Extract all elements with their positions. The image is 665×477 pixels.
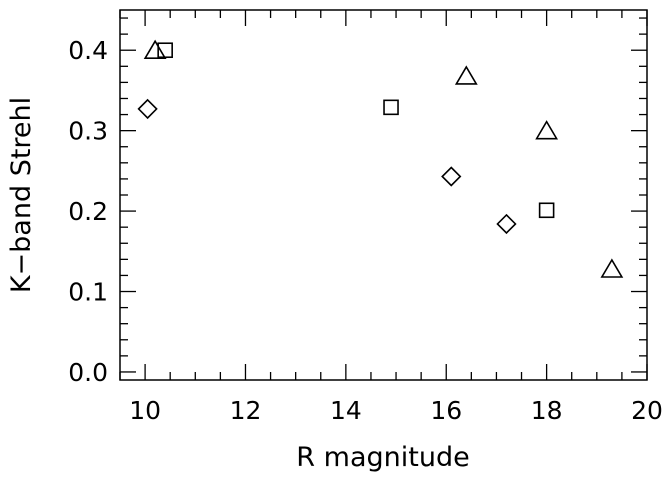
x-tick-label: 12: [230, 396, 262, 425]
y-tick-label: 0.1: [68, 278, 108, 307]
x-tick-label: 18: [531, 396, 563, 425]
square-marker: [538, 202, 555, 219]
tick-labels: 10 12 14 16 18 20 0.0 0.1 0.2 0.3 0.4: [68, 36, 663, 425]
x-tick-label: 20: [631, 396, 663, 425]
triangle-marker: [143, 39, 167, 60]
y-tick-label: 0.3: [68, 117, 108, 146]
triangle-marker: [454, 65, 478, 85]
y-tick-label: 0.4: [68, 36, 108, 65]
y-tick-label: 0.0: [68, 358, 108, 387]
plot-frame: [119, 9, 648, 381]
y-tick-label: 0.2: [68, 197, 108, 226]
diamond-marker: [496, 213, 517, 235]
tick-marks: [119, 10, 648, 380]
triangle-marker: [600, 258, 624, 278]
diamond-marker: [441, 166, 462, 187]
triangle-marker: [535, 120, 559, 140]
x-axis-label: R magnitude: [296, 442, 469, 473]
data-points: [137, 39, 624, 278]
diamond-marker: [137, 98, 158, 120]
x-tick-label: 14: [330, 396, 362, 425]
x-tick-label: 10: [129, 396, 161, 425]
square-marker: [157, 42, 173, 59]
y-axis-label: K−band Strehl: [6, 97, 37, 293]
x-tick-label: 16: [430, 396, 462, 425]
square-marker: [383, 99, 399, 116]
